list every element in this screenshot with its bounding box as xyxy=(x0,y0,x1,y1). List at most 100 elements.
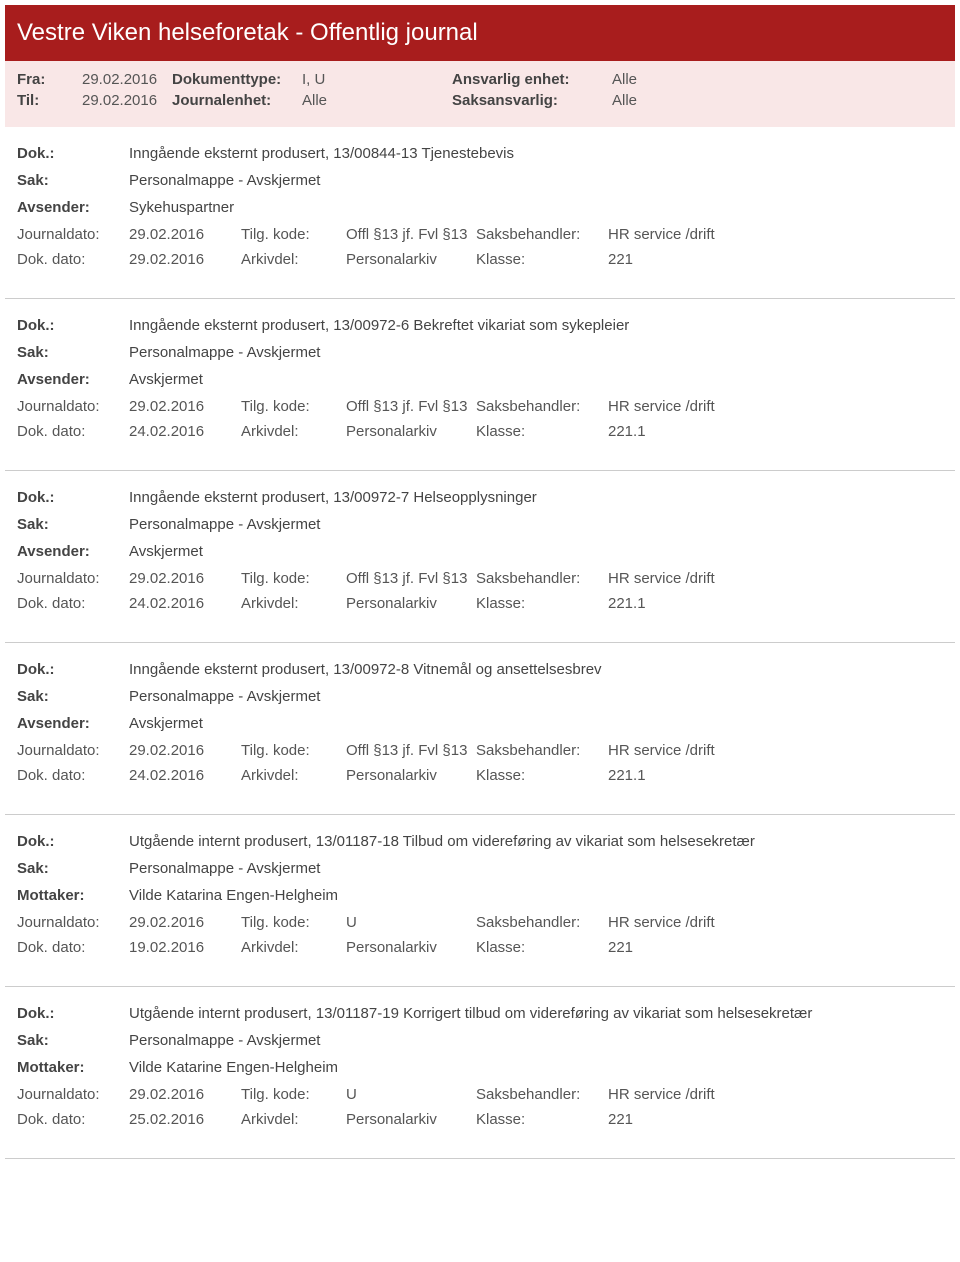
detail-row-1: Journaldato: 29.02.2016 Tilg. kode: Offl… xyxy=(17,226,943,243)
klasse-value: 221.1 xyxy=(608,595,646,612)
sak-label: Sak: xyxy=(17,516,129,533)
journaldato-value: 29.02.2016 xyxy=(129,570,241,587)
dok-label: Dok.: xyxy=(17,145,129,162)
dok-value: Utgående internt produsert, 13/01187-19 … xyxy=(129,1005,943,1022)
filter-bar: Fra: 29.02.2016 Dokumenttype: I, U Ansva… xyxy=(5,61,955,127)
dokdato-value: 25.02.2016 xyxy=(129,1111,241,1128)
sak-value: Personalmappe - Avskjermet xyxy=(129,688,943,705)
party-label: Avsender: xyxy=(17,543,129,560)
saksbehandler-value: HR service /drift xyxy=(608,1086,715,1103)
sak-row: Sak: Personalmappe - Avskjermet xyxy=(17,516,943,533)
journal-entry: Dok.: Utgående internt produsert, 13/011… xyxy=(5,815,955,987)
dok-label: Dok.: xyxy=(17,1005,129,1022)
doktype-label: Dokumenttype: xyxy=(172,71,302,88)
dok-row: Dok.: Utgående internt produsert, 13/011… xyxy=(17,833,943,850)
sak-label: Sak: xyxy=(17,344,129,361)
klasse-value: 221 xyxy=(608,251,633,268)
journaldato-label: Journaldato: xyxy=(17,398,129,415)
party-value: Avskjermet xyxy=(129,371,943,388)
saksbehandler-value: HR service /drift xyxy=(608,398,715,415)
detail-row-1: Journaldato: 29.02.2016 Tilg. kode: Offl… xyxy=(17,398,943,415)
detail-row-1: Journaldato: 29.02.2016 Tilg. kode: U Sa… xyxy=(17,914,943,931)
klasse-label: Klasse: xyxy=(476,939,608,956)
fra-value: 29.02.2016 xyxy=(82,71,172,88)
dok-value: Inngående eksternt produsert, 13/00972-6… xyxy=(129,317,943,334)
dok-row: Dok.: Inngående eksternt produsert, 13/0… xyxy=(17,145,943,162)
dokdato-label: Dok. dato: xyxy=(17,423,129,440)
arkivdel-label: Arkivdel: xyxy=(241,251,346,268)
saksbehandler-label: Saksbehandler: xyxy=(476,570,608,587)
saksbehandler-value: HR service /drift xyxy=(608,570,715,587)
dok-label: Dok.: xyxy=(17,489,129,506)
arkivdel-label: Arkivdel: xyxy=(241,595,346,612)
dok-row: Dok.: Inngående eksternt produsert, 13/0… xyxy=(17,317,943,334)
journaldato-value: 29.02.2016 xyxy=(129,1086,241,1103)
journal-entry: Dok.: Inngående eksternt produsert, 13/0… xyxy=(5,127,955,299)
party-label: Avsender: xyxy=(17,199,129,216)
klasse-value: 221 xyxy=(608,1111,633,1128)
klasse-value: 221.1 xyxy=(608,423,646,440)
tilgkode-label: Tilg. kode: xyxy=(241,742,346,759)
page-title: Vestre Viken helseforetak - Offentlig jo… xyxy=(17,19,943,47)
journaldato-label: Journaldato: xyxy=(17,914,129,931)
party-label: Avsender: xyxy=(17,715,129,732)
tilgkode-label: Tilg. kode: xyxy=(241,914,346,931)
dok-label: Dok.: xyxy=(17,833,129,850)
sak-label: Sak: xyxy=(17,1032,129,1049)
klasse-label: Klasse: xyxy=(476,423,608,440)
arkivdel-value: Personalarkiv xyxy=(346,767,476,784)
sak-label: Sak: xyxy=(17,860,129,877)
sak-row: Sak: Personalmappe - Avskjermet xyxy=(17,688,943,705)
party-row: Avsender: Avskjermet xyxy=(17,715,943,732)
sak-row: Sak: Personalmappe - Avskjermet xyxy=(17,1032,943,1049)
page-header: Vestre Viken helseforetak - Offentlig jo… xyxy=(5,5,955,61)
party-label: Avsender: xyxy=(17,371,129,388)
sak-row: Sak: Personalmappe - Avskjermet xyxy=(17,172,943,189)
detail-row-1: Journaldato: 29.02.2016 Tilg. kode: U Sa… xyxy=(17,1086,943,1103)
tilgkode-label: Tilg. kode: xyxy=(241,1086,346,1103)
sak-value: Personalmappe - Avskjermet xyxy=(129,860,943,877)
detail-row-2: Dok. dato: 19.02.2016 Arkivdel: Personal… xyxy=(17,939,943,956)
dok-value: Utgående internt produsert, 13/01187-18 … xyxy=(129,833,943,850)
tilgkode-value: Offl §13 jf. Fvl §13 xyxy=(346,226,476,243)
detail-row-1: Journaldato: 29.02.2016 Tilg. kode: Offl… xyxy=(17,570,943,587)
saksbehandler-value: HR service /drift xyxy=(608,742,715,759)
tilgkode-label: Tilg. kode: xyxy=(241,570,346,587)
party-value: Avskjermet xyxy=(129,543,943,560)
dokdato-label: Dok. dato: xyxy=(17,1111,129,1128)
arkivdel-label: Arkivdel: xyxy=(241,423,346,440)
party-label: Mottaker: xyxy=(17,887,129,904)
detail-row-1: Journaldato: 29.02.2016 Tilg. kode: Offl… xyxy=(17,742,943,759)
klasse-label: Klasse: xyxy=(476,595,608,612)
journaldato-label: Journaldato: xyxy=(17,226,129,243)
party-value: Avskjermet xyxy=(129,715,943,732)
saksansvarlig-value: Alle xyxy=(612,92,637,109)
dokdato-label: Dok. dato: xyxy=(17,939,129,956)
arkivdel-value: Personalarkiv xyxy=(346,595,476,612)
dok-value: Inngående eksternt produsert, 13/00972-7… xyxy=(129,489,943,506)
party-value: Vilde Katarina Engen-Helgheim xyxy=(129,887,943,904)
dokdato-label: Dok. dato: xyxy=(17,595,129,612)
journaldato-label: Journaldato: xyxy=(17,742,129,759)
dokdato-label: Dok. dato: xyxy=(17,767,129,784)
party-value: Vilde Katarine Engen-Helgheim xyxy=(129,1059,943,1076)
dokdato-value: 29.02.2016 xyxy=(129,251,241,268)
til-value: 29.02.2016 xyxy=(82,92,172,109)
journal-entry: Dok.: Inngående eksternt produsert, 13/0… xyxy=(5,643,955,815)
tilgkode-value: Offl §13 jf. Fvl §13 xyxy=(346,398,476,415)
klasse-label: Klasse: xyxy=(476,1111,608,1128)
klasse-label: Klasse: xyxy=(476,767,608,784)
journal-entry: Dok.: Utgående internt produsert, 13/011… xyxy=(5,987,955,1159)
saksbehandler-label: Saksbehandler: xyxy=(476,914,608,931)
tilgkode-value: U xyxy=(346,1086,476,1103)
doktype-value: I, U xyxy=(302,71,452,88)
journaldato-value: 29.02.2016 xyxy=(129,914,241,931)
dokdato-value: 24.02.2016 xyxy=(129,423,241,440)
saksbehandler-value: HR service /drift xyxy=(608,914,715,931)
arkivdel-value: Personalarkiv xyxy=(346,251,476,268)
journal-entry: Dok.: Inngående eksternt produsert, 13/0… xyxy=(5,471,955,643)
dokdato-value: 24.02.2016 xyxy=(129,767,241,784)
sak-label: Sak: xyxy=(17,172,129,189)
detail-row-2: Dok. dato: 25.02.2016 Arkivdel: Personal… xyxy=(17,1111,943,1128)
tilgkode-value: Offl §13 jf. Fvl §13 xyxy=(346,742,476,759)
